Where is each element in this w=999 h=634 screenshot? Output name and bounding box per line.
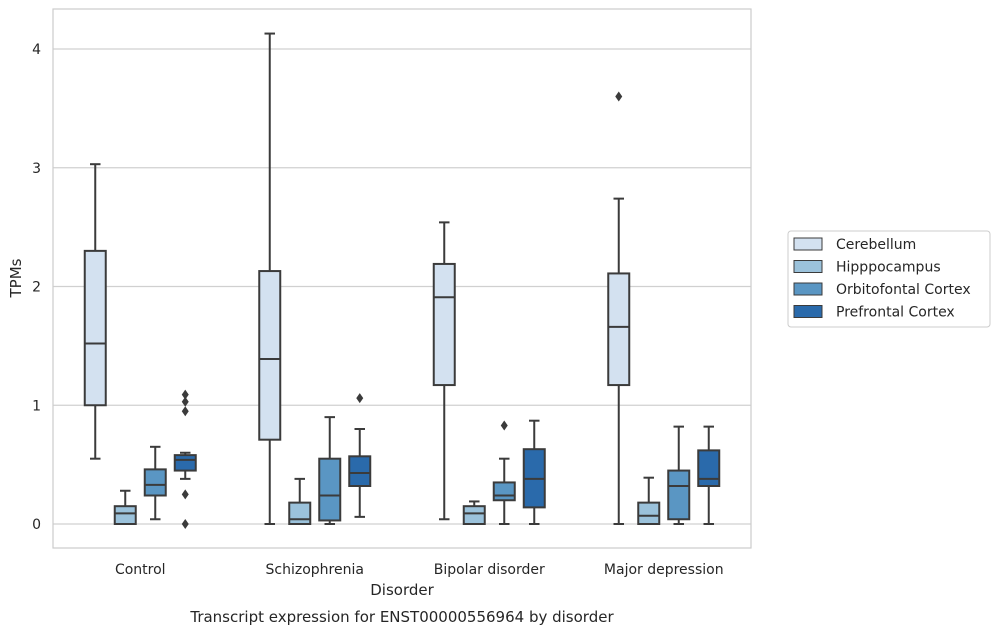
- box-1-0: [258, 32, 282, 525]
- x-tick-label: Major depression: [604, 562, 724, 578]
- x-tick-label: Control: [115, 562, 166, 578]
- box-1-1: [288, 477, 312, 525]
- outlier-marker: [181, 489, 189, 500]
- box-1-2: [318, 416, 342, 525]
- y-tick-label: 1: [32, 398, 41, 414]
- outlier-marker: [181, 519, 189, 529]
- x-tick-label: Bipolar disorder: [434, 562, 545, 578]
- box-iqr: [348, 455, 372, 487]
- chart-title: Transcript expression for ENST0000055696…: [189, 608, 614, 626]
- box-3-1: [637, 476, 661, 525]
- outlier-marker: [181, 389, 189, 400]
- outlier-marker: [500, 420, 508, 431]
- outlier-marker: [181, 406, 189, 417]
- box-iqr: [143, 468, 167, 497]
- legend-label: Prefrontal Cortex: [836, 305, 955, 321]
- legend-swatch: [793, 282, 823, 296]
- box-2-1: [462, 500, 486, 525]
- box-3-3: [697, 425, 721, 525]
- legend-swatch: [793, 237, 823, 251]
- box-iqr: [288, 501, 312, 525]
- box-iqr: [637, 501, 661, 525]
- y-axis-ticks: 0 1 2 3 4: [32, 42, 41, 533]
- box-iqr: [667, 469, 691, 521]
- legend-label: Hipppocampus: [836, 260, 941, 276]
- box-iqr: [113, 505, 137, 525]
- outlier-marker: [615, 91, 623, 102]
- box-iqr: [462, 505, 486, 525]
- x-axis-ticks: Control Schizophrenia Bipolar disorder Majo…: [115, 562, 724, 578]
- box-series: [83, 32, 721, 529]
- box-0-0: [83, 163, 107, 460]
- box-iqr: [258, 270, 282, 441]
- y-tick-label: 2: [32, 280, 41, 296]
- y-tick-label: 0: [32, 517, 41, 533]
- legend-swatch: [793, 305, 823, 318]
- box-iqr: [83, 249, 107, 407]
- box-iqr: [432, 262, 456, 387]
- box-0-3: [173, 389, 197, 529]
- box-iqr: [697, 449, 721, 487]
- y-axis-title: TPMs: [7, 258, 25, 298]
- y-tick-label: 3: [32, 161, 41, 177]
- box-iqr: [173, 454, 197, 472]
- x-axis-title: Disorder: [370, 581, 434, 599]
- box-3-2: [667, 425, 691, 525]
- box-0-1: [113, 489, 137, 525]
- box-3-0: [607, 91, 631, 525]
- box-1-3: [348, 393, 372, 518]
- box-iqr: [607, 272, 631, 387]
- y-tick-label: 4: [32, 42, 41, 58]
- box-0-2: [143, 445, 167, 521]
- legend-label: Orbitofontal Cortex: [836, 282, 971, 298]
- plot-area-frame: [52, 8, 752, 549]
- legend-label: Cerebellum: [836, 237, 916, 253]
- outlier-marker: [356, 393, 364, 404]
- box-2-2: [492, 420, 516, 525]
- legend-frame: [787, 230, 991, 328]
- outlier-marker: [181, 396, 189, 407]
- box-2-3: [522, 419, 546, 525]
- legend-swatch: [793, 260, 823, 273]
- box-iqr: [318, 457, 342, 522]
- x-tick-label: Schizophrenia: [266, 562, 364, 578]
- box-2-0: [432, 221, 456, 521]
- box-iqr: [492, 481, 516, 502]
- grid-lines: [53, 48, 751, 525]
- legend: Cerebellum Hipppocampus Orbitofontal Corte…: [787, 230, 991, 328]
